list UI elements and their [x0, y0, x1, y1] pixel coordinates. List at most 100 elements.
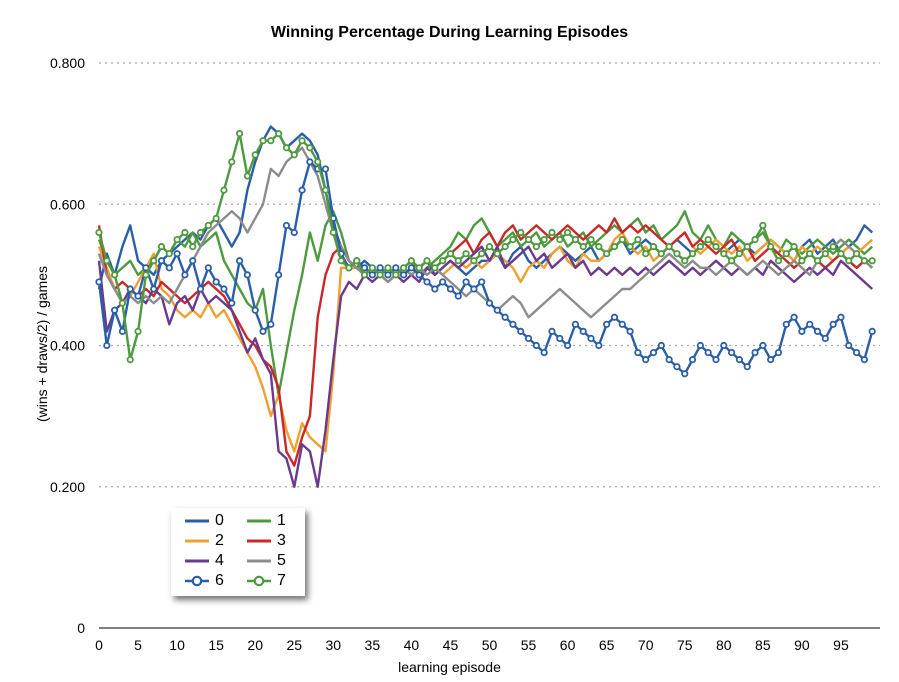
legend-label: 0 — [215, 512, 224, 529]
series-point-6 — [243, 271, 251, 279]
series-line-1 — [97, 210, 874, 397]
series-point-6 — [212, 278, 220, 286]
series-point-7 — [181, 228, 189, 237]
x-tick-label: 25 — [286, 637, 302, 653]
series-point-7 — [751, 235, 759, 244]
legend-swatch — [247, 539, 271, 543]
series-point-6 — [665, 356, 673, 364]
series-line-2 — [97, 231, 874, 453]
series-point-7 — [251, 151, 259, 159]
series-point-7 — [821, 250, 829, 258]
series-point-6 — [157, 257, 166, 265]
series-point-6 — [134, 292, 142, 300]
series-point-6 — [431, 285, 439, 293]
series-point-7 — [532, 243, 540, 251]
series-point-7 — [392, 271, 400, 279]
series-point-6 — [649, 348, 658, 357]
series-point-7 — [767, 243, 775, 251]
legend-swatch — [247, 519, 271, 523]
series-point-6 — [681, 370, 689, 378]
series-point-7 — [782, 250, 790, 258]
series-point-6 — [103, 341, 111, 350]
series-point-7 — [540, 235, 548, 244]
series-point-7 — [610, 243, 619, 251]
series-point-6 — [806, 320, 814, 328]
series-point-6 — [298, 186, 306, 194]
legend-label: 5 — [277, 552, 286, 569]
series-point-7 — [657, 250, 665, 258]
series-point-6 — [563, 341, 572, 350]
legend: 0 1 2 3 4 5 6 7 — [171, 508, 305, 596]
series-point-6 — [189, 257, 197, 265]
series-point-7 — [649, 243, 658, 251]
series-point-6 — [587, 334, 595, 343]
series-point-6 — [720, 341, 728, 350]
series-point-6 — [407, 264, 415, 272]
series-point-6 — [610, 313, 619, 321]
y-tick-label: 0 — [77, 620, 85, 636]
legend-swatch — [185, 539, 209, 543]
series-point-7 — [563, 228, 572, 237]
series-point-6 — [548, 327, 556, 335]
series-point-7 — [634, 235, 642, 244]
series-point-7 — [103, 257, 111, 265]
series-point-6 — [282, 221, 291, 230]
series-point-6 — [462, 278, 470, 286]
x-tick-label: 60 — [560, 637, 576, 653]
series-point-6 — [267, 320, 275, 328]
series-point-7 — [509, 235, 517, 244]
series-point-6 — [618, 320, 626, 328]
series-point-7 — [353, 257, 361, 265]
series-point-7 — [571, 235, 580, 244]
series-point-7 — [845, 257, 853, 265]
series-point-6 — [384, 271, 392, 279]
legend-entry-4: 4 — [185, 552, 224, 570]
series-point-7 — [485, 243, 494, 251]
x-tick-label: 75 — [677, 637, 693, 653]
series-point-7 — [134, 327, 142, 335]
series-point-6 — [704, 348, 712, 357]
chart-title: Winning Percentage During Learning Episo… — [270, 24, 629, 41]
legend-label: 3 — [277, 532, 286, 549]
x-tick-label: 45 — [443, 637, 459, 653]
series-line-5 — [97, 146, 874, 319]
series-point-7 — [696, 243, 704, 251]
series-point-7 — [360, 271, 369, 279]
legend-label: 6 — [215, 572, 224, 589]
series-point-7 — [228, 158, 236, 166]
legend-entry-5: 5 — [247, 552, 286, 570]
y-tick-label: 0.200 — [50, 479, 85, 495]
legend-label: 7 — [277, 572, 286, 589]
series-point-6 — [696, 341, 704, 350]
series-line-7 — [97, 132, 873, 361]
series-point-6 — [423, 278, 431, 286]
series-point-7 — [290, 151, 298, 159]
legend-entry-7: 7 — [247, 572, 286, 590]
series-point-6 — [688, 356, 697, 364]
x-tick-label: 15 — [208, 637, 224, 653]
legend-entry-0: 0 — [185, 512, 224, 530]
x-tick-label: 10 — [169, 637, 185, 653]
legend-swatch — [185, 559, 209, 563]
series-point-6 — [595, 341, 603, 350]
series-point-6 — [813, 327, 822, 335]
series-point-6 — [196, 285, 205, 293]
x-tick-label: 35 — [365, 637, 381, 653]
series-point-7 — [860, 257, 868, 265]
series-point-7 — [243, 172, 251, 180]
series-point-6 — [821, 334, 829, 343]
series-point-7 — [798, 257, 806, 265]
series-point-7 — [423, 257, 431, 265]
series-point-7 — [337, 257, 345, 265]
series-point-6 — [540, 348, 548, 357]
series-point-7 — [259, 137, 267, 145]
series-point-7 — [579, 243, 587, 251]
x-tick-label: 70 — [638, 637, 654, 653]
series-point-6 — [735, 356, 744, 364]
series-point-7 — [267, 137, 275, 145]
series-point-6 — [829, 320, 837, 328]
series-point-6 — [111, 306, 119, 314]
series-point-6 — [532, 341, 540, 350]
series-point-7 — [454, 257, 462, 265]
x-tick-label: 40 — [404, 637, 420, 653]
